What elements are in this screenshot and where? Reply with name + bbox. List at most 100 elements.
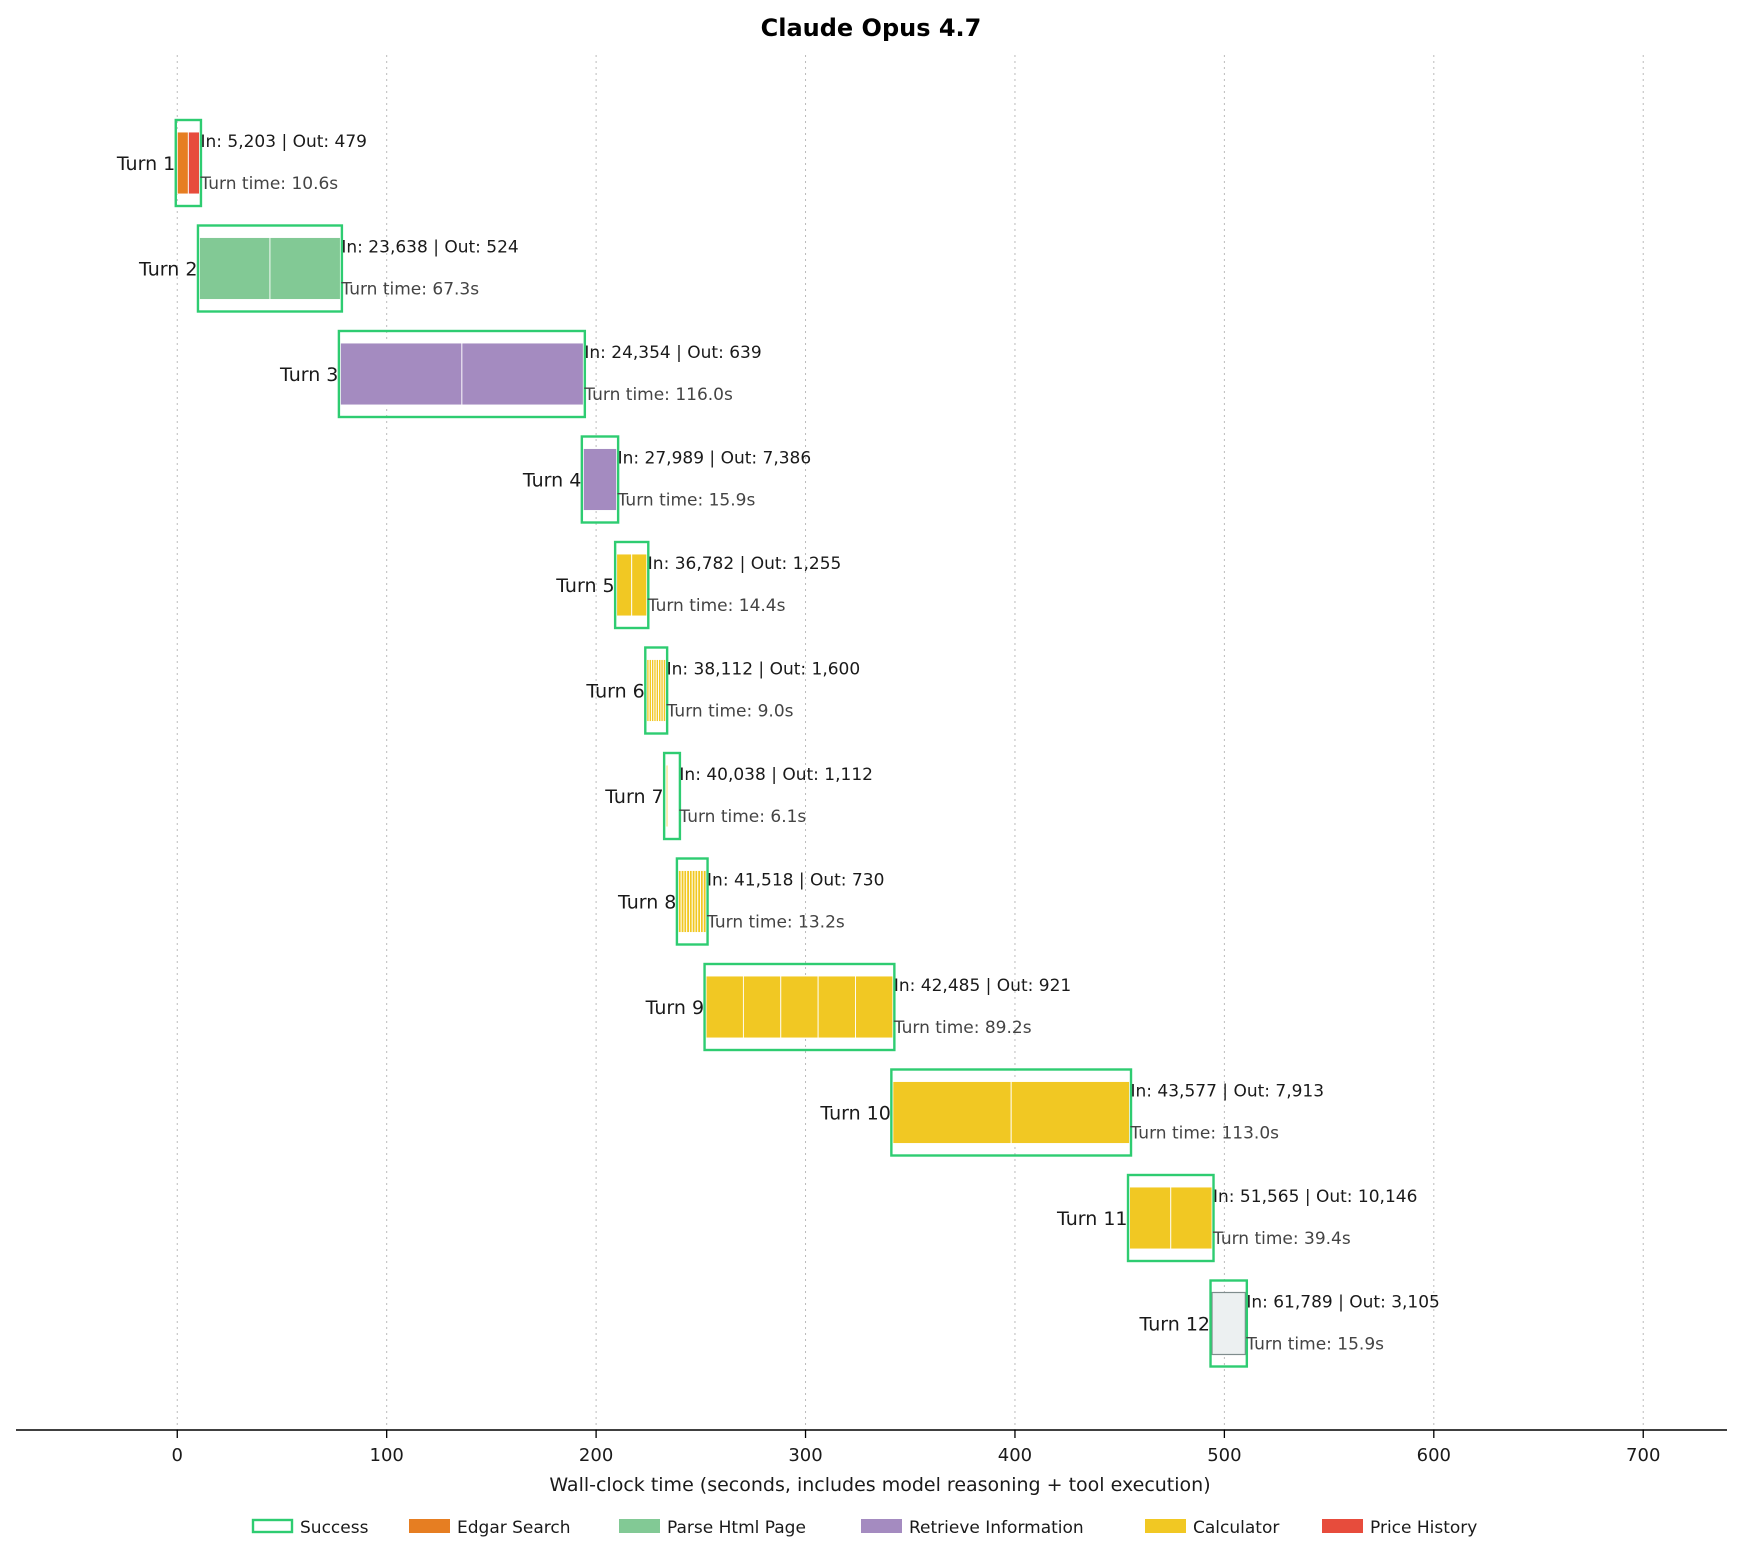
token-label: In: 43,577 | Out: 7,913	[1131, 1082, 1325, 1102]
segment-edgar-search	[176, 131, 189, 195]
token-label: In: 36,782 | Out: 1,255	[648, 554, 842, 574]
turn-row: Turn 3 In: 24,354 | Out: 639 Turn time: 11…	[279, 329, 762, 419]
turn-status-box	[1209, 1279, 1249, 1368]
legend-swatch-price-history	[1322, 1519, 1363, 1533]
token-label: In: 51,565 | Out: 10,146	[1213, 1187, 1417, 1207]
segment-parse-html-page	[199, 237, 271, 300]
legend: Success Edgar Search Parse Html Page Retrie…	[251, 1518, 1477, 1538]
token-label: In: 38,112 | Out: 1,600	[667, 660, 861, 680]
legend-item: Success	[251, 1518, 369, 1538]
legend-label: Parse Html Page	[667, 1518, 806, 1538]
turn-label: Turn 5	[555, 575, 614, 597]
turn-time-label: Turn time: 6.1s	[678, 807, 806, 827]
x-tick-label: 700	[1626, 1445, 1660, 1466]
turn-row: Turn 1 In: 5,203 | Out: 479 Turn time: 10.…	[116, 118, 367, 208]
turn-time-label: Turn time: 14.4s	[647, 596, 786, 616]
turn-time-label: Turn time: 13.2s	[706, 913, 845, 933]
turn-time-label: Turn time: 67.3s	[340, 280, 479, 300]
segment-retrieve-information	[461, 342, 584, 406]
token-label: In: 40,038 | Out: 1,112	[679, 765, 873, 785]
turn-label: Turn 7	[604, 786, 663, 808]
turn-label: Turn 8	[617, 892, 676, 914]
turn-row: Turn 9 In: 42,485 | Out: 921 Turn time: 89…	[645, 962, 1071, 1052]
legend-swatch-edgar-search	[409, 1519, 450, 1533]
segment-calculator	[855, 975, 894, 1039]
legend-label: Retrieve Information	[909, 1518, 1084, 1538]
turn-row: Turn 5 In: 36,782 | Out: 1,255 Turn time: …	[555, 540, 842, 630]
segment-calculator	[1010, 1081, 1130, 1144]
turn-row: Turn 7 In: 40,038 | Out: 1,112 Turn time: …	[604, 751, 873, 841]
x-tick-label: 200	[579, 1445, 613, 1466]
turn-label: Turn 6	[585, 681, 644, 703]
segment-calculator	[1129, 1186, 1172, 1250]
turn-time-label: Turn time: 15.9s	[617, 491, 756, 511]
turn-status-box	[890, 1068, 1133, 1157]
token-label: In: 24,354 | Out: 639	[584, 343, 761, 363]
legend-item: Parse Html Page	[619, 1518, 806, 1538]
turn-label: Turn 2	[138, 259, 197, 281]
turn-time-label: Turn time: 10.6s	[199, 174, 338, 194]
legend-swatch-success	[251, 1518, 294, 1534]
turn-label: Turn 1	[116, 153, 175, 175]
segment-calculator	[616, 553, 633, 617]
turn-time-label: Turn time: 116.0s	[583, 385, 733, 405]
turn-status-box	[662, 751, 682, 841]
segment-price-history	[187, 131, 200, 195]
turn-time-label: Turn time: 15.9s	[1245, 1335, 1384, 1355]
turn-status-box	[196, 224, 344, 313]
turn-status-box	[337, 329, 587, 419]
token-label: In: 61,789 | Out: 3,105	[1246, 1293, 1440, 1313]
turn-status-box	[1126, 1173, 1215, 1263]
turn-label: Turn 10	[819, 1103, 891, 1125]
chart-title: Claude Opus 4.7	[761, 14, 982, 42]
x-axis-label: Wall-clock time (seconds, includes model…	[549, 1474, 1210, 1496]
x-tick-label: 0	[172, 1445, 183, 1466]
x-gridlines	[176, 55, 1644, 1430]
segment-none	[1211, 1291, 1246, 1356]
x-tick-label: 300	[788, 1445, 822, 1466]
legend-item: Price History	[1322, 1518, 1477, 1538]
legend-label: Edgar Search	[457, 1518, 571, 1538]
legend-label: Price History	[1370, 1518, 1477, 1538]
segment-calculator	[1170, 1186, 1213, 1250]
turn-time-label: Turn time: 113.0s	[1130, 1124, 1280, 1144]
segment-calculator	[662, 659, 667, 722]
turn-row: Turn 11 In: 51,565 | Out: 10,146 Turn time…	[1056, 1173, 1417, 1263]
turn-time-label: Turn time: 89.2s	[893, 1018, 1032, 1038]
turn-row: Turn 12 In: 61,789 | Out: 3,105 Turn time:…	[1139, 1279, 1440, 1368]
turn-label: Turn 11	[1056, 1208, 1128, 1230]
turn-status-box	[174, 118, 203, 208]
segment-calculator	[631, 553, 648, 617]
legend-item: Calculator	[1145, 1518, 1279, 1538]
turn-status-box	[613, 540, 650, 630]
x-tick-label: 600	[1417, 1445, 1451, 1466]
turn-row: Turn 6 In: 38,112 | Out: 1,600 Turn time: …	[585, 646, 861, 735]
segment-calculator	[705, 975, 744, 1039]
x-axis: 0 100 200 300 400 500 600 700	[16, 1429, 1727, 1466]
x-tick-label: 100	[370, 1445, 404, 1466]
turn-row: Turn 4 In: 27,989 | Out: 7,386 Turn time: …	[522, 435, 812, 524]
token-label: In: 5,203 | Out: 479	[200, 132, 367, 152]
turn-row: Turn 10 In: 43,577 | Out: 7,913 Turn time:…	[819, 1068, 1325, 1157]
segment-calculator	[666, 764, 669, 828]
token-label: In: 27,989 | Out: 7,386	[618, 449, 812, 469]
segment-calculator	[892, 1081, 1012, 1144]
segment-retrieve-information	[582, 448, 618, 511]
turn-label: Turn 12	[1139, 1314, 1211, 1336]
segment-calculator	[817, 975, 856, 1039]
legend-swatch-calculator	[1145, 1519, 1186, 1533]
turn-label: Turn 9	[645, 997, 704, 1019]
legend-item: Retrieve Information	[861, 1518, 1084, 1538]
turn-rows: Turn 1 In: 5,203 | Out: 479 Turn time: 10.…	[116, 118, 1440, 1368]
legend-swatch-parse-html-page	[619, 1519, 660, 1533]
segment-calculator	[742, 975, 782, 1039]
turn-status-box	[675, 857, 709, 946]
legend-item: Edgar Search	[409, 1518, 571, 1538]
token-label: In: 41,518 | Out: 730	[707, 871, 884, 891]
token-label: In: 42,485 | Out: 921	[894, 976, 1071, 996]
token-label: In: 23,638 | Out: 524	[341, 238, 518, 258]
turn-row: Turn 8 In: 41,518 | Out: 730 Turn time: 13…	[617, 857, 884, 946]
segment-parse-html-page	[269, 237, 341, 300]
legend-label: Calculator	[1193, 1518, 1279, 1538]
segment-retrieve-information	[339, 342, 463, 406]
